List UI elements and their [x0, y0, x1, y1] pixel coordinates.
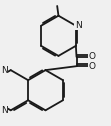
- Text: O: O: [88, 62, 95, 71]
- Text: N: N: [75, 21, 82, 30]
- Text: N: N: [1, 106, 8, 115]
- Text: N: N: [1, 66, 8, 75]
- Text: O: O: [88, 52, 95, 61]
